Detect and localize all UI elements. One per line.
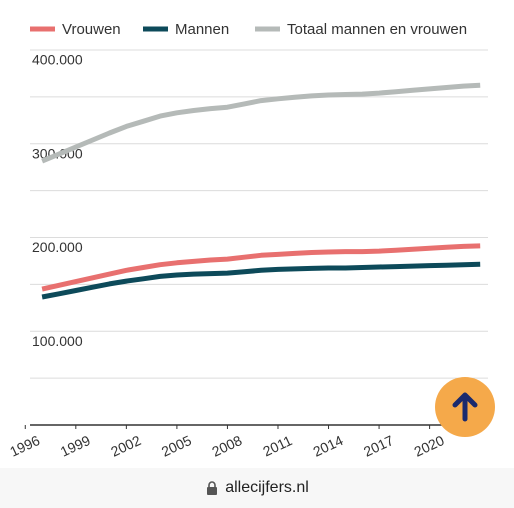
x-tick-label: 1996 bbox=[7, 432, 42, 460]
line bbox=[41, 261, 481, 300]
legend-label: Vrouwen bbox=[62, 21, 121, 38]
legend-label: Totaal mannen en vrouwen bbox=[287, 21, 467, 38]
browser-bar: allecijfers.nl bbox=[0, 468, 514, 508]
line bbox=[41, 82, 481, 164]
x-tick-label: 2011 bbox=[260, 432, 294, 459]
x-tick-label: 2002 bbox=[108, 432, 143, 460]
x-tick-label: 2005 bbox=[159, 432, 194, 460]
legend-label: Mannen bbox=[175, 21, 229, 38]
y-tick-label: 400.000 bbox=[32, 52, 83, 68]
line bbox=[41, 243, 481, 292]
y-tick-label: 100.000 bbox=[32, 333, 83, 349]
x-tick-label: 2017 bbox=[361, 432, 396, 460]
x-tick-label: 2008 bbox=[209, 432, 244, 460]
x-tick-label: 1999 bbox=[58, 432, 93, 460]
url[interactable]: allecijfers.nl bbox=[225, 479, 309, 496]
y-tick-label: 200.000 bbox=[32, 239, 83, 255]
x-tick-label: 2014 bbox=[310, 432, 345, 460]
lock-icon bbox=[207, 481, 218, 495]
arrow-icon bbox=[452, 392, 478, 422]
scroll-top-button[interactable] bbox=[435, 377, 495, 437]
